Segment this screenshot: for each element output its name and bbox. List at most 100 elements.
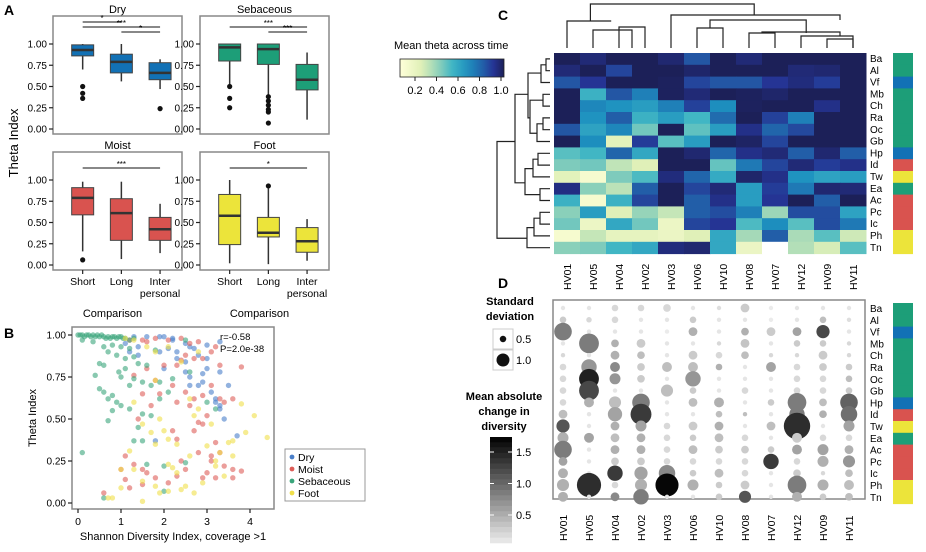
row-label: Tw bbox=[870, 172, 884, 183]
bubble bbox=[845, 363, 853, 371]
scatter-point-foot bbox=[204, 443, 210, 449]
row-group-color bbox=[893, 444, 913, 457]
scatter-point-moist bbox=[135, 416, 141, 422]
scatter-point-foot bbox=[230, 438, 236, 444]
bubble bbox=[586, 305, 592, 311]
bubble bbox=[664, 376, 670, 381]
row-label: Ic bbox=[870, 219, 878, 230]
bubble bbox=[716, 388, 722, 393]
bubble bbox=[558, 491, 568, 502]
heatmap-cell bbox=[606, 100, 633, 113]
dendrogram-branch bbox=[761, 31, 841, 36]
scatter-point-moist bbox=[208, 382, 214, 389]
row-group-color bbox=[893, 230, 913, 243]
y-tick-label: 1.00 bbox=[28, 40, 48, 51]
row-group-color bbox=[893, 456, 913, 469]
bubble bbox=[787, 475, 807, 495]
bubble bbox=[664, 400, 670, 405]
heatmap-cell bbox=[684, 182, 711, 196]
bubble bbox=[715, 351, 723, 359]
heatmap-cell bbox=[554, 64, 581, 78]
row-label: Ra bbox=[870, 113, 883, 124]
facet-title: Dry bbox=[109, 4, 127, 16]
heatmap-cell bbox=[710, 76, 737, 89]
panel-label-c: C bbox=[498, 7, 508, 23]
heatmap-cell bbox=[632, 218, 659, 231]
scatter-point-sebaceous bbox=[144, 461, 150, 468]
scatter-point-moist bbox=[208, 458, 214, 464]
box bbox=[295, 63, 319, 91]
row-group-color bbox=[893, 409, 913, 422]
scatter-point-sebaceous bbox=[79, 449, 86, 456]
bubble bbox=[664, 353, 670, 358]
heatmap-cell bbox=[580, 159, 607, 172]
bubble bbox=[663, 304, 671, 312]
bubble bbox=[560, 305, 566, 311]
facet-title: Foot bbox=[253, 140, 275, 152]
legend-label: Dry bbox=[298, 452, 315, 464]
bubble bbox=[637, 363, 645, 371]
scatter-point-dry bbox=[174, 355, 180, 362]
color-legend-title: Mean absolute bbox=[466, 391, 542, 403]
heatmap-cell bbox=[554, 194, 581, 207]
heatmap-cell bbox=[762, 53, 789, 66]
y-tick-label: 0.50 bbox=[175, 218, 195, 229]
bubble bbox=[793, 340, 801, 347]
bubble bbox=[820, 305, 826, 311]
outlier-point bbox=[265, 102, 271, 108]
heatmap-cell bbox=[684, 171, 711, 184]
bubble bbox=[689, 316, 697, 324]
facet-title: Sebaceous bbox=[237, 4, 293, 16]
scatter-point-sebaceous bbox=[148, 382, 154, 389]
bubble bbox=[610, 350, 620, 360]
heatmap-cell bbox=[658, 159, 685, 172]
heatmap-cell bbox=[684, 206, 711, 219]
row-group-color bbox=[893, 350, 913, 363]
scatter-point-moist bbox=[187, 402, 193, 409]
scatter-point-moist bbox=[221, 399, 227, 405]
scatter-point-moist bbox=[161, 362, 167, 368]
bubble bbox=[690, 341, 696, 346]
scatter-point-sebaceous bbox=[161, 488, 167, 494]
bubble bbox=[793, 387, 801, 394]
bubble bbox=[766, 362, 776, 372]
scatter-point-foot bbox=[152, 441, 159, 447]
bubble bbox=[559, 387, 567, 394]
bubble bbox=[845, 387, 853, 394]
heatmap-cell bbox=[658, 147, 685, 160]
scatter-point-foot bbox=[139, 498, 146, 505]
bubble bbox=[688, 421, 698, 431]
scatter-point-moist bbox=[157, 391, 163, 397]
bubble bbox=[768, 305, 774, 311]
heatmap-cell bbox=[710, 88, 737, 101]
column-label: HV09 bbox=[822, 264, 834, 290]
scatter-point-dry bbox=[204, 365, 210, 372]
bubble bbox=[554, 440, 572, 459]
row-group-color bbox=[893, 171, 913, 184]
heatmap-cell bbox=[606, 88, 633, 101]
dendrogram-branch bbox=[589, 3, 755, 21]
bubble bbox=[586, 317, 592, 323]
scatter-point-moist bbox=[165, 480, 171, 486]
bubble bbox=[793, 458, 801, 465]
scatter-point-moist bbox=[200, 475, 206, 481]
y-tick-label: 0.75 bbox=[28, 61, 48, 72]
scatter-point-dry bbox=[169, 337, 176, 343]
row-label: Ch bbox=[870, 101, 883, 112]
heatmap-cell bbox=[762, 171, 789, 184]
heatmap-cell bbox=[814, 171, 841, 184]
bubble bbox=[716, 305, 722, 311]
dendrogram-branch bbox=[542, 93, 550, 107]
bubble bbox=[845, 492, 853, 501]
significance-label: *** bbox=[117, 160, 126, 169]
heatmap-cell bbox=[814, 147, 841, 160]
bubble bbox=[716, 317, 722, 322]
heatmap-cell bbox=[606, 64, 633, 78]
row-label: Ac bbox=[870, 446, 882, 457]
panel-a-boxplots: Dry0.000.250.500.751.00*****Sebaceous0.0… bbox=[6, 4, 330, 320]
scatter-point-foot bbox=[169, 465, 176, 471]
heatmap-cell bbox=[840, 171, 867, 184]
bubble bbox=[840, 405, 858, 423]
heatmap-cell bbox=[762, 241, 789, 255]
bubble bbox=[819, 410, 827, 419]
